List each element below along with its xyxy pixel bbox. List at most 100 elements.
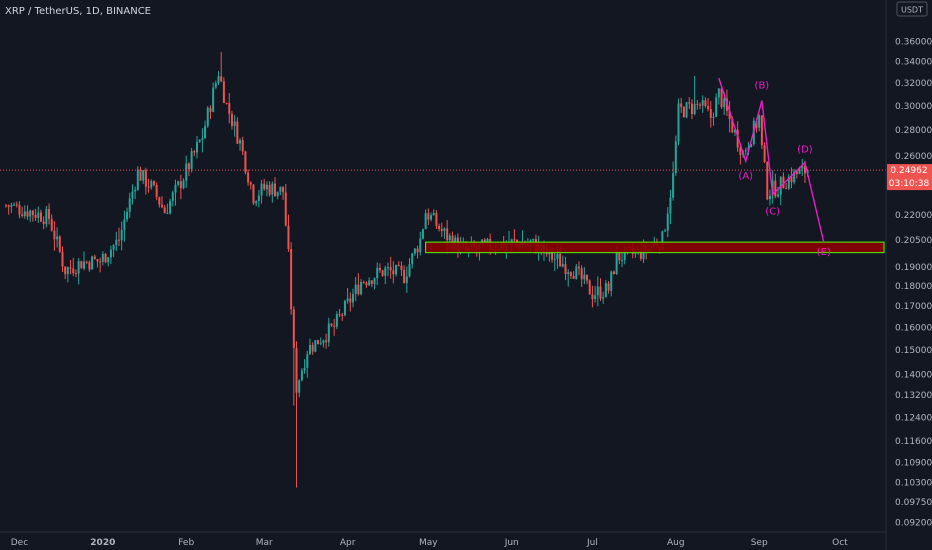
candle-body <box>27 211 29 216</box>
candle-body <box>183 181 185 189</box>
candle-body <box>164 207 166 213</box>
candle-body <box>594 295 596 299</box>
candle-body <box>559 254 561 267</box>
candle-body <box>419 239 421 253</box>
candle-body <box>395 265 397 274</box>
support-zone-rect[interactable] <box>426 242 884 253</box>
candle-body <box>150 181 152 187</box>
candle-body <box>664 231 666 232</box>
candle-body <box>686 102 688 117</box>
candle-body <box>758 115 760 127</box>
candle-body <box>376 268 378 278</box>
candle-body <box>293 309 295 348</box>
candle-body <box>328 324 330 343</box>
price-tick-label: 0.20500 <box>895 236 932 246</box>
candle-body <box>325 340 327 342</box>
currency-badge-label: USDT <box>901 6 923 15</box>
candle-body <box>271 183 273 194</box>
candle-body <box>145 170 147 187</box>
candle-body <box>411 254 413 265</box>
candle-body <box>201 138 203 140</box>
candle-body <box>382 270 384 276</box>
candle-body <box>40 212 42 221</box>
candle-body <box>704 100 706 106</box>
candle-body <box>427 213 429 219</box>
candle-body <box>352 294 354 302</box>
candle-body <box>398 265 400 266</box>
candle-body <box>341 315 343 316</box>
candle-body <box>88 262 90 269</box>
price-tick-label: 0.13200 <box>895 391 932 401</box>
candle-body <box>602 297 604 299</box>
candle-body <box>296 348 298 393</box>
candle-body <box>161 205 163 208</box>
candle-body <box>764 145 766 162</box>
candle-body <box>583 275 585 280</box>
candle-body <box>234 121 236 126</box>
candle-body <box>702 100 704 105</box>
candle-body <box>777 194 779 196</box>
candle-body <box>140 170 142 181</box>
candle-body <box>330 324 332 326</box>
candle-body <box>360 282 362 294</box>
pattern-label: (C) <box>765 206 780 217</box>
candle-body <box>269 185 271 195</box>
price-tick-label: 0.28000 <box>895 126 932 136</box>
candle-body <box>266 185 268 189</box>
candle-body <box>371 280 373 284</box>
candle-body <box>209 108 211 112</box>
candle-body <box>67 267 69 274</box>
candle-body <box>156 185 158 197</box>
candle-body <box>347 298 349 300</box>
candle-body <box>78 261 80 274</box>
candle-body <box>392 270 394 274</box>
candle-body <box>567 272 569 274</box>
candle-body <box>417 249 419 253</box>
candle-body <box>174 185 176 193</box>
candle-body <box>115 240 117 245</box>
candle-body <box>309 345 311 354</box>
candle-body <box>199 140 201 142</box>
candle-body <box>691 104 693 114</box>
candle-body <box>29 211 31 217</box>
candle-body <box>678 103 680 141</box>
symbol-title[interactable]: XRP / TetherUS, 1D, BINANCE <box>5 6 151 17</box>
candle-body <box>96 259 98 261</box>
candle-body <box>8 205 10 207</box>
candle-body <box>400 266 402 270</box>
candle-body <box>228 103 230 114</box>
candle-body <box>667 214 669 231</box>
candle-body <box>185 164 187 181</box>
time-axis-label: Jun <box>504 538 519 548</box>
candle-body <box>570 272 572 276</box>
candle-body <box>244 151 246 172</box>
currency-badge[interactable]: USDT <box>897 2 927 16</box>
candle-body <box>565 264 567 274</box>
price-tick-label: 0.17000 <box>895 302 932 312</box>
price-tick-label: 0.34000 <box>895 58 932 68</box>
candle-body <box>554 259 556 260</box>
candle-body <box>32 211 34 215</box>
candle-body <box>43 222 45 225</box>
candle-body <box>13 204 15 205</box>
candle-body <box>277 192 279 197</box>
candle-body <box>306 354 308 368</box>
time-axis-label: Jul <box>586 538 598 548</box>
candle-body <box>761 115 763 145</box>
candle-body <box>745 150 747 151</box>
candle-body <box>72 268 74 273</box>
candle-body <box>94 256 96 259</box>
time-axis-label: Oct <box>832 538 848 548</box>
candle-body <box>589 281 591 295</box>
candle-body <box>290 249 292 309</box>
candle-body <box>129 198 131 211</box>
candle-body <box>304 368 306 371</box>
candle-body <box>252 185 254 204</box>
time-axis-label: Dec <box>11 538 28 548</box>
candle-body <box>379 268 381 270</box>
candle-body <box>123 220 125 230</box>
candle-body <box>56 236 58 239</box>
candle-body <box>344 301 346 315</box>
